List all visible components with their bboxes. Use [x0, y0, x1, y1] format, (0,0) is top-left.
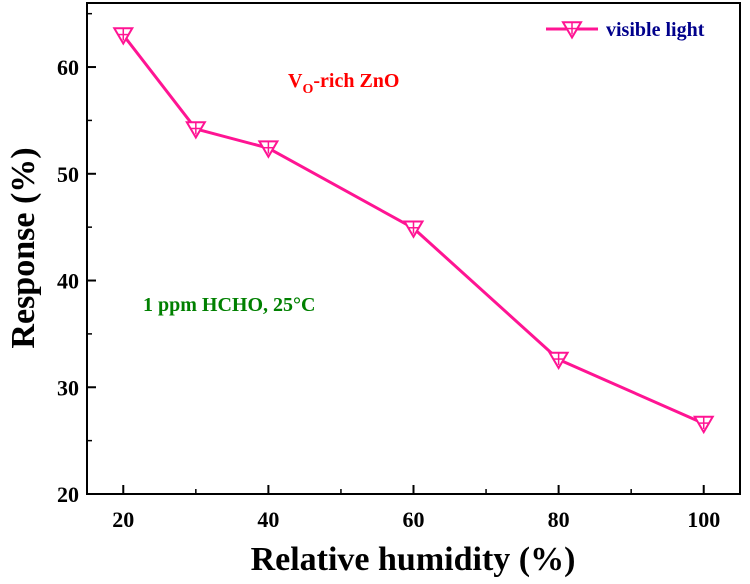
y-tick-label: 40 — [57, 269, 79, 294]
x-axis: 20 40 60 80 100 — [112, 485, 720, 532]
y-tick-label: 30 — [57, 375, 79, 400]
condition-annotation: 1 ppm HCHO, 25°C — [143, 294, 315, 316]
legend-marker — [561, 21, 583, 40]
material-annotation: VO-rich ZnO — [288, 70, 399, 97]
y-tick-label: 20 — [57, 482, 79, 507]
material-rest: -rich ZnO — [313, 70, 399, 92]
legend-label: visible light — [606, 19, 705, 41]
data-point — [112, 27, 135, 46]
legend-marker-icon — [561, 21, 583, 40]
x-axis-label: Relative humidity (%) — [251, 541, 576, 578]
data-point — [257, 140, 280, 159]
data-point — [547, 351, 570, 371]
legend: visible light — [546, 19, 705, 41]
x-tick-label: 60 — [403, 507, 425, 532]
data-point — [402, 220, 425, 239]
plot-frame — [86, 2, 741, 495]
data-point — [185, 121, 207, 140]
y-tick-label: 60 — [57, 55, 79, 80]
y-axis-label: Response (%) — [5, 147, 42, 348]
series-line — [122, 34, 705, 425]
series-layer — [112, 27, 715, 435]
x-tick-label: 100 — [687, 507, 720, 532]
x-tick-label: 40 — [257, 507, 279, 532]
x-tick-label: 80 — [548, 507, 570, 532]
y-axis: 20 30 40 50 60 — [57, 12, 96, 507]
data-point — [692, 415, 715, 435]
y-tick-label: 50 — [57, 162, 79, 187]
material-main: V — [288, 70, 303, 92]
material-sub: O — [302, 82, 313, 97]
x-tick-label: 20 — [112, 507, 134, 532]
